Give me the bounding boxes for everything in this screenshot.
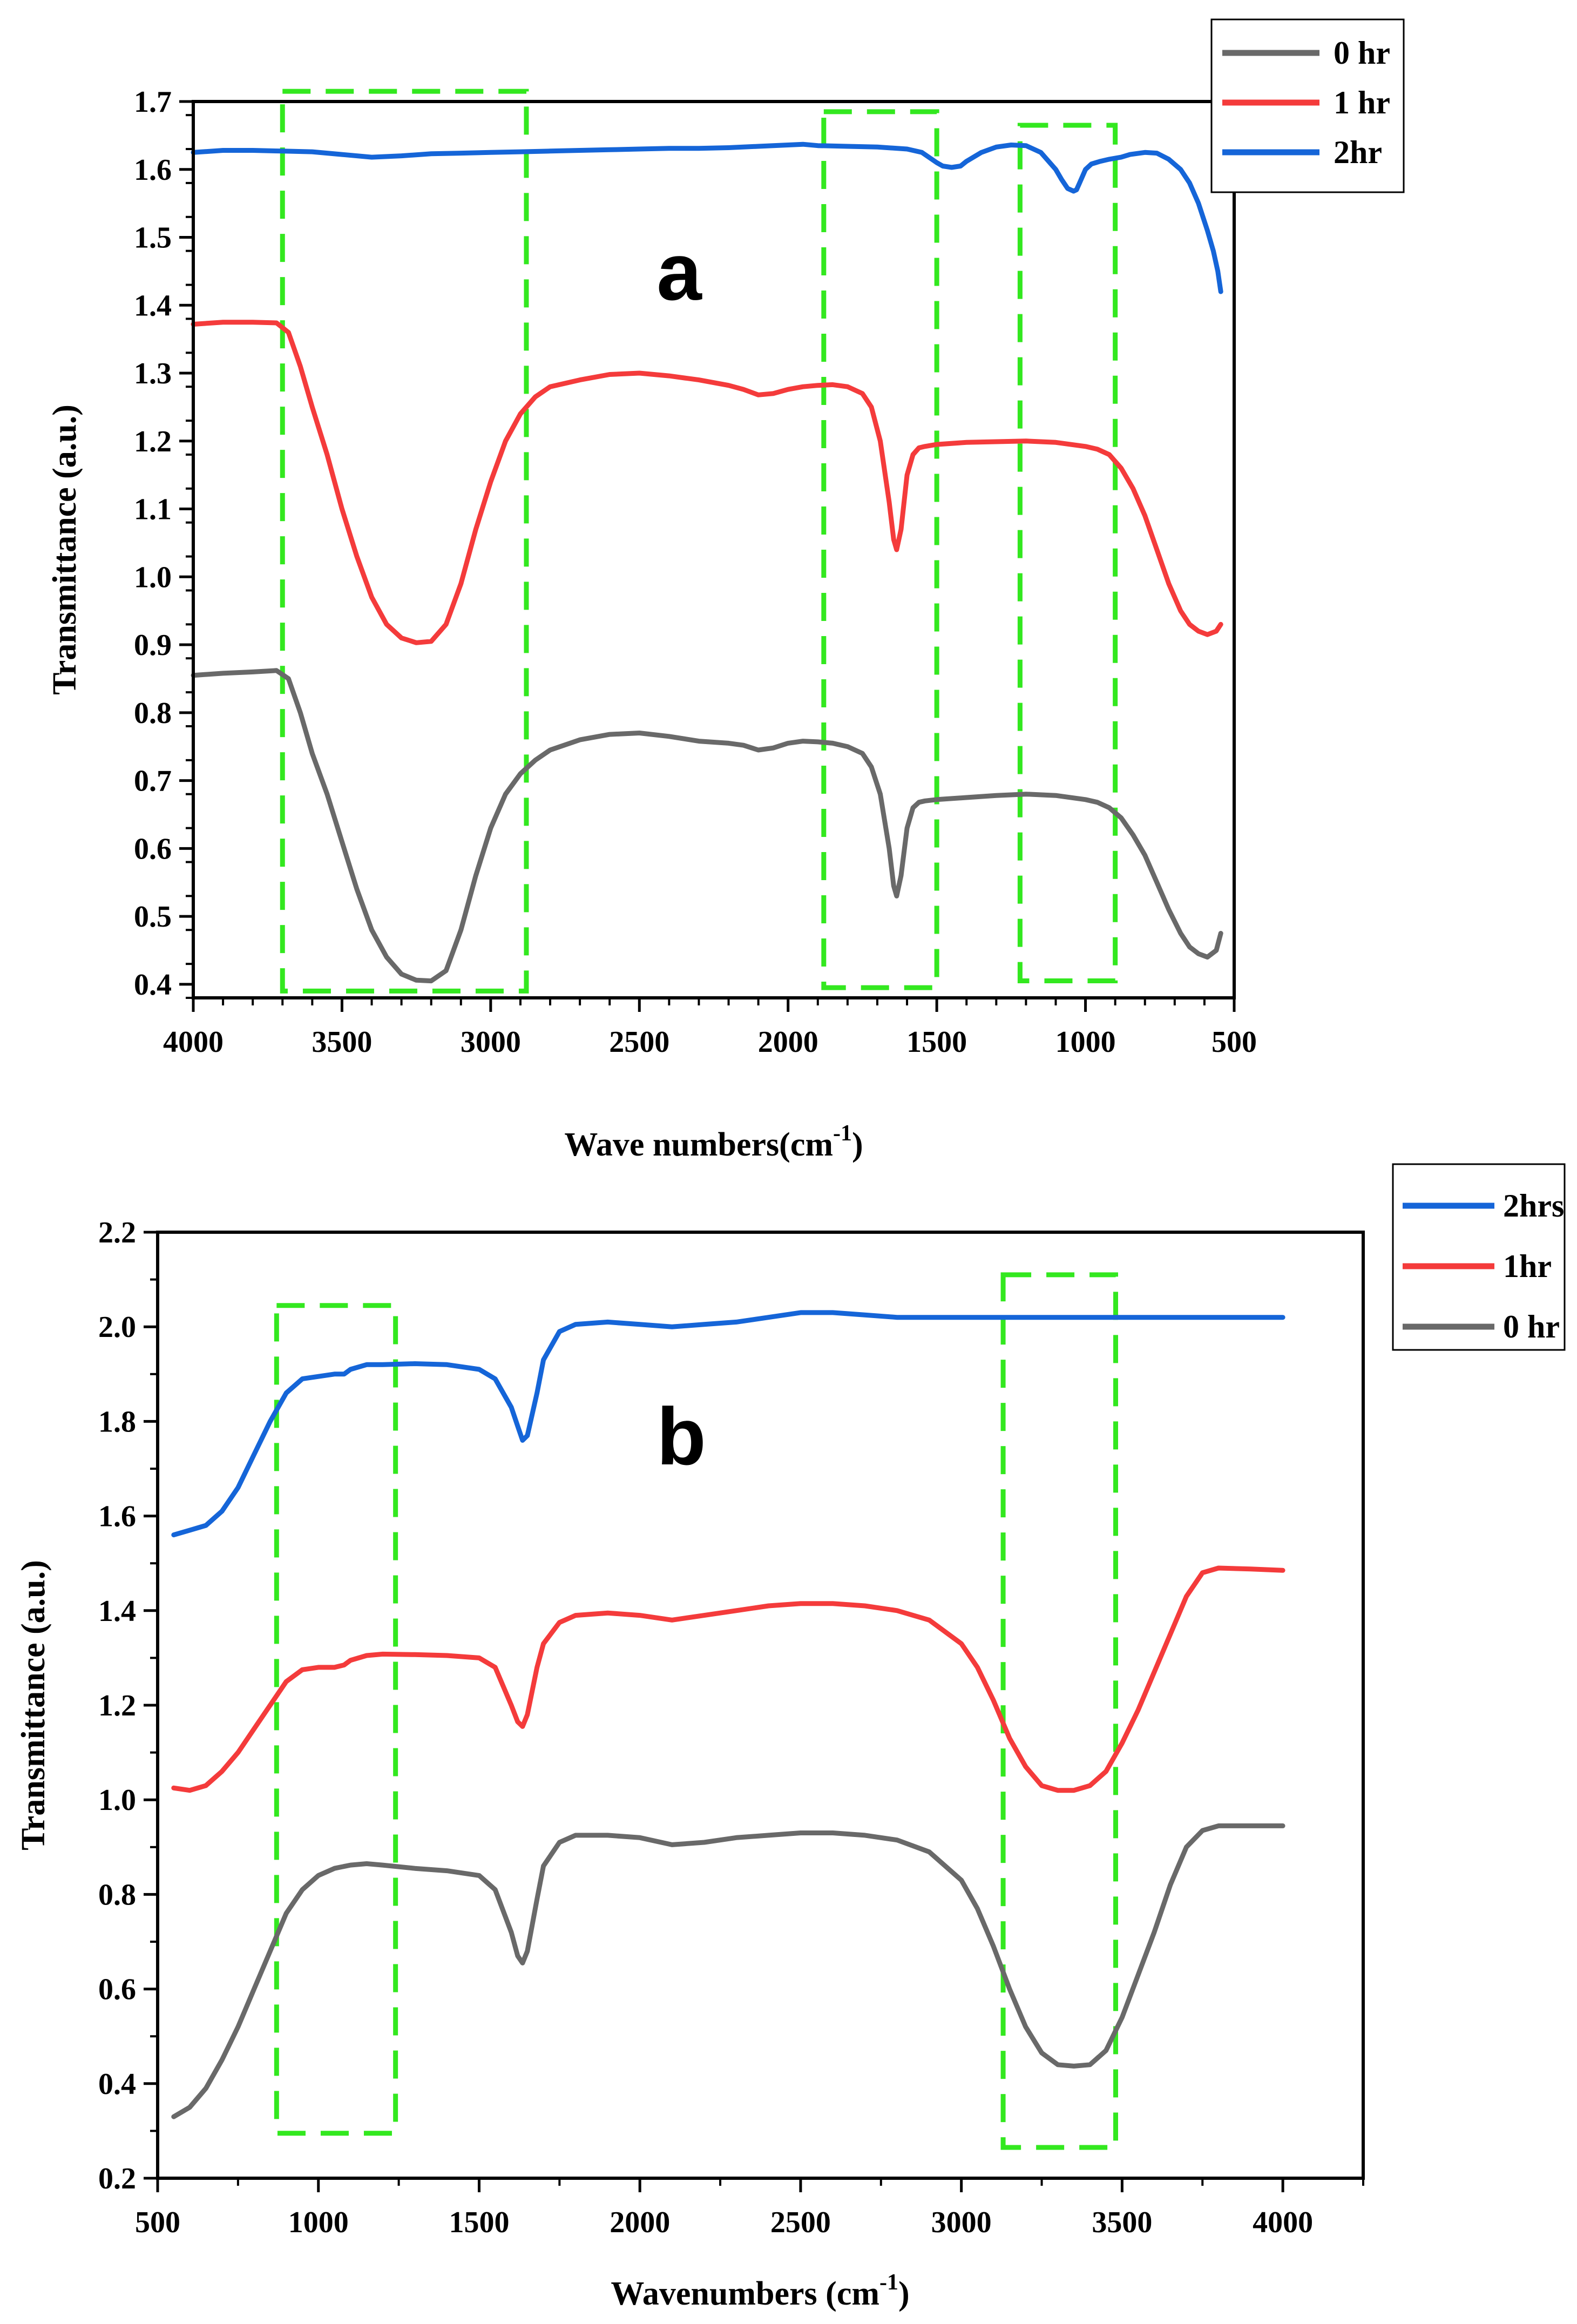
y-tick-label: 2.2 (98, 1216, 136, 1249)
x-tick-label: 4000 (1253, 2206, 1313, 2239)
y-tick-label: 2.0 (98, 1310, 136, 1344)
y-tick-label: 1.6 (134, 153, 172, 187)
panel-a-series (191, 141, 1223, 984)
panel-a: 4000 3500 3000 2500 2000 1500 1000 500 0.4 0.5 0.6… (46, 18, 1405, 1163)
series-line-1hr (171, 1565, 1285, 1793)
y-tick-label: 1.5 (134, 221, 172, 255)
x-tick-label: 2500 (609, 1025, 669, 1059)
highlight-box-1 (280, 89, 529, 994)
panel-a-x-axis-title: Wave numbers(cm-1) (564, 1121, 863, 1163)
x-tick-label: 1500 (906, 1025, 967, 1059)
panel-a-y-axis-title: Transmittance (a.u.) (46, 404, 83, 695)
series-line-1-hr (191, 320, 1223, 645)
series-line-2hr (191, 141, 1223, 294)
y-tick-label: 1.8 (98, 1405, 136, 1438)
y-tick-label: 0.9 (134, 629, 172, 662)
panel-a-x-axis-title-end: ) (852, 1126, 863, 1163)
y-tick-label: 1.2 (98, 1689, 136, 1722)
panel-a-plot-frame (192, 100, 1236, 999)
panel-b-series (171, 1310, 1285, 2119)
x-tick-label: 4000 (163, 1025, 224, 1059)
x-tick-label: 3000 (461, 1025, 521, 1059)
panel-a-legend: 0 hr 1 hr 2hr (1210, 18, 1405, 193)
legend-label: 1hr (1503, 1248, 1552, 1284)
y-tick-label: 1.4 (98, 1595, 136, 1628)
y-tick-label: 0.6 (134, 832, 172, 866)
y-tick-label: 1.1 (134, 493, 172, 526)
panel-b-x-axis-title-end: ) (898, 2275, 910, 2312)
series-line-0-hr (191, 668, 1223, 984)
x-tick-label: 3500 (312, 1025, 372, 1059)
x-tick-label: 1000 (1055, 1025, 1116, 1059)
highlight-box-1 (274, 1303, 398, 2136)
x-tick-label: 2500 (770, 2206, 831, 2239)
y-tick-label: 0.6 (98, 1973, 136, 2007)
panel-b-annotations (274, 1272, 1118, 2150)
panel-a-ticks: 4000 3500 3000 2500 2000 1500 1000 500 0.4 0.5 0.6… (134, 85, 1257, 1059)
panel-b: 500 1000 1500 2000 2500 3000 3500 4000 0.2 0.4 0.6… (15, 1163, 1566, 2312)
x-tick-label: 500 (135, 2206, 180, 2239)
x-tick-label: 3500 (1092, 2206, 1152, 2239)
y-tick-label: 1.4 (134, 289, 172, 322)
legend-label: 2hr (1334, 134, 1382, 170)
x-tick-label: 500 (1211, 1025, 1257, 1059)
y-tick-label: 1.7 (134, 85, 172, 119)
panel-b-x-axis-title-main: Wavenumbers (cm (611, 2275, 879, 2312)
y-tick-label: 0.7 (134, 765, 172, 798)
highlight-box-2 (1000, 1272, 1118, 2150)
panel-b-y-axis-title: Transmittance (a.u.) (15, 1560, 52, 1850)
y-tick-label: 0.5 (134, 900, 172, 934)
panel-a-annotations (280, 89, 1118, 994)
series-line-0-hr (171, 1823, 1285, 2119)
y-tick-label: 0.4 (134, 968, 172, 1002)
panel-a-x-axis-title-sup: -1 (833, 1121, 852, 1146)
x-tick-label: 3000 (931, 2206, 992, 2239)
panel-b-ticks: 500 1000 1500 2000 2500 3000 3500 4000 0.2 0.4 0.6… (98, 1216, 1364, 2239)
series-line-2hrs (171, 1310, 1285, 1538)
x-tick-label: 1500 (449, 2206, 509, 2239)
panel-b-legend: 2hrs 1hr 0 hr (1392, 1163, 1566, 1351)
y-tick-label: 1.3 (134, 357, 172, 390)
highlight-box-2 (821, 109, 939, 990)
panel-a-label: a (656, 226, 702, 317)
y-tick-label: 0.8 (134, 697, 172, 730)
legend-label: 0 hr (1503, 1309, 1560, 1345)
panel-a-legend-box (1210, 18, 1405, 193)
x-tick-label: 2000 (610, 2206, 670, 2239)
x-tick-label: 2000 (758, 1025, 818, 1059)
y-tick-label: 0.2 (98, 2162, 136, 2195)
panel-a-x-axis-title-main: Wave numbers(cm (564, 1126, 833, 1163)
legend-label: 0 hr (1334, 35, 1390, 71)
panel-b-label: b (656, 1391, 706, 1482)
x-tick-label: 1000 (288, 2206, 349, 2239)
y-tick-label: 1.2 (134, 425, 172, 458)
panel-b-x-axis-title-sup: -1 (879, 2270, 898, 2295)
y-tick-label: 0.4 (98, 2068, 136, 2101)
highlight-box-3 (1017, 123, 1118, 984)
y-tick-label: 1.6 (98, 1500, 136, 1533)
panel-b-x-axis-title: Wavenumbers (cm-1) (611, 2270, 909, 2312)
legend-label: 1 hr (1334, 85, 1390, 120)
y-tick-label: 1.0 (134, 560, 172, 594)
y-tick-label: 1.0 (98, 1783, 136, 1817)
panel-b-legend-box (1392, 1163, 1566, 1351)
legend-label: 2hrs (1503, 1188, 1564, 1224)
y-tick-label: 0.8 (98, 1878, 136, 1911)
